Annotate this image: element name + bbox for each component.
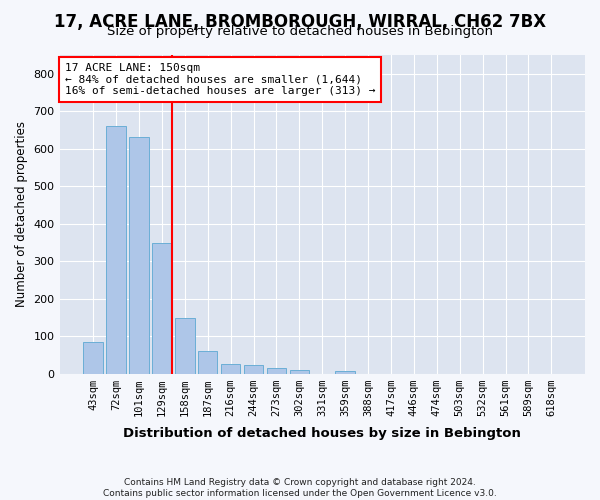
Y-axis label: Number of detached properties: Number of detached properties bbox=[15, 122, 28, 308]
Bar bbox=[290, 370, 309, 374]
Text: 17 ACRE LANE: 150sqm
← 84% of detached houses are smaller (1,644)
16% of semi-de: 17 ACRE LANE: 150sqm ← 84% of detached h… bbox=[65, 63, 375, 96]
Bar bbox=[129, 138, 149, 374]
Bar bbox=[175, 318, 194, 374]
Text: 17, ACRE LANE, BROMBOROUGH, WIRRAL, CH62 7BX: 17, ACRE LANE, BROMBOROUGH, WIRRAL, CH62… bbox=[54, 12, 546, 30]
Bar bbox=[244, 366, 263, 374]
Bar bbox=[152, 244, 172, 374]
X-axis label: Distribution of detached houses by size in Bebington: Distribution of detached houses by size … bbox=[124, 427, 521, 440]
Bar bbox=[335, 370, 355, 374]
Bar bbox=[83, 342, 103, 374]
Bar bbox=[267, 368, 286, 374]
Bar bbox=[106, 126, 126, 374]
Bar bbox=[221, 364, 241, 374]
Bar bbox=[198, 351, 217, 374]
Text: Contains HM Land Registry data © Crown copyright and database right 2024.
Contai: Contains HM Land Registry data © Crown c… bbox=[103, 478, 497, 498]
Text: Size of property relative to detached houses in Bebington: Size of property relative to detached ho… bbox=[107, 25, 493, 38]
